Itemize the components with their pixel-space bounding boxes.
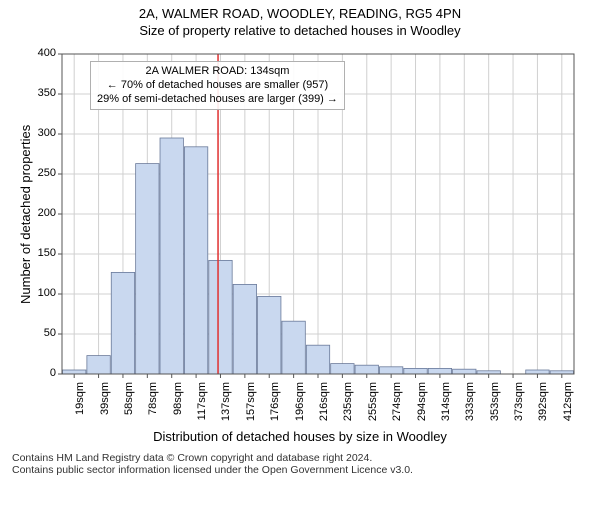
y-tick-label: 100 bbox=[26, 287, 56, 299]
x-tick-label: 98sqm bbox=[172, 382, 184, 422]
x-axis-label: Distribution of detached houses by size … bbox=[0, 429, 600, 444]
y-tick-label: 200 bbox=[26, 207, 56, 219]
y-tick-label: 400 bbox=[26, 47, 56, 59]
x-tick-label: 117sqm bbox=[196, 382, 208, 422]
annotation-line1: 2A WALMER ROAD: 134sqm bbox=[97, 65, 338, 79]
x-tick-label: 353sqm bbox=[489, 382, 501, 422]
x-tick-label: 78sqm bbox=[147, 382, 159, 422]
annotation-line3: 29% of semi-detached houses are larger (… bbox=[97, 93, 338, 107]
annotation-box: 2A WALMER ROAD: 134sqm ← 70% of detached… bbox=[90, 61, 345, 110]
y-tick-label: 50 bbox=[26, 327, 56, 339]
x-tick-label: 294sqm bbox=[416, 382, 428, 422]
x-tick-label: 157sqm bbox=[245, 382, 257, 422]
footer-line2: Contains public sector information licen… bbox=[12, 464, 600, 476]
y-tick-label: 250 bbox=[26, 167, 56, 179]
x-tick-label: 274sqm bbox=[391, 382, 403, 422]
y-tick-label: 150 bbox=[26, 247, 56, 259]
y-tick-label: 350 bbox=[26, 87, 56, 99]
x-tick-label: 137sqm bbox=[220, 382, 232, 422]
footer-attribution: Contains HM Land Registry data © Crown c… bbox=[0, 452, 600, 476]
x-tick-label: 255sqm bbox=[367, 382, 379, 422]
x-tick-label: 58sqm bbox=[123, 382, 135, 422]
y-tick-label: 300 bbox=[26, 127, 56, 139]
y-tick-label: 0 bbox=[26, 367, 56, 379]
x-tick-label: 176sqm bbox=[269, 382, 281, 422]
x-tick-label: 373sqm bbox=[513, 382, 525, 422]
x-tick-label: 39sqm bbox=[99, 382, 111, 422]
footer-line1: Contains HM Land Registry data © Crown c… bbox=[12, 452, 600, 464]
x-tick-label: 314sqm bbox=[440, 382, 452, 422]
x-tick-label: 216sqm bbox=[318, 382, 330, 422]
x-tick-label: 412sqm bbox=[562, 382, 574, 422]
x-tick-label: 333sqm bbox=[464, 382, 476, 422]
x-tick-label: 392sqm bbox=[537, 382, 549, 422]
annotation-line2: ← 70% of detached houses are smaller (95… bbox=[97, 79, 338, 93]
x-tick-label: 19sqm bbox=[74, 382, 86, 422]
x-tick-label: 235sqm bbox=[342, 382, 354, 422]
x-tick-label: 196sqm bbox=[294, 382, 306, 422]
